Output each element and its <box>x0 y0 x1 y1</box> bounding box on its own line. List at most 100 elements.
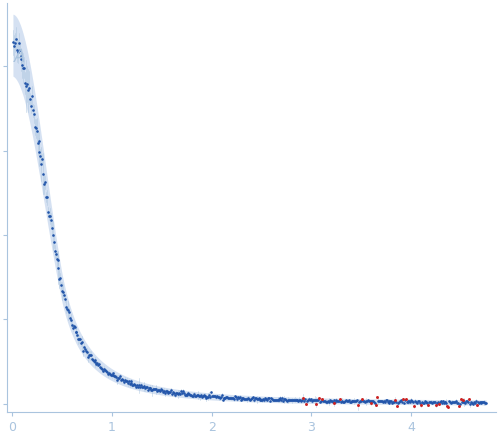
Point <box>125 378 133 385</box>
Point <box>481 399 489 406</box>
Point <box>54 264 62 271</box>
Point <box>53 257 61 264</box>
Point <box>294 397 302 404</box>
Point <box>348 398 356 405</box>
Point <box>190 390 198 397</box>
Point <box>399 396 407 403</box>
Point <box>398 398 406 405</box>
Point <box>335 398 343 405</box>
Point <box>305 395 313 402</box>
Point <box>434 399 442 406</box>
Point <box>396 398 404 405</box>
Point <box>279 397 287 404</box>
Point <box>223 393 231 400</box>
Point <box>376 397 384 404</box>
Point <box>210 393 218 400</box>
Point <box>330 399 338 406</box>
Point <box>183 390 191 397</box>
Point <box>380 398 388 405</box>
Point <box>75 336 83 343</box>
Point <box>59 288 67 295</box>
Point <box>310 397 318 404</box>
Point <box>17 53 25 60</box>
Point <box>38 156 46 163</box>
Point <box>351 398 359 405</box>
Point <box>418 399 426 406</box>
Point <box>195 392 203 399</box>
Point <box>19 65 27 72</box>
Point <box>357 398 365 405</box>
Point <box>188 392 196 399</box>
Point <box>51 251 59 258</box>
Point <box>343 397 351 404</box>
Point <box>244 394 252 401</box>
Point <box>419 399 427 406</box>
Point <box>226 394 234 401</box>
Point <box>251 394 259 401</box>
Point <box>372 401 380 408</box>
Point <box>236 393 244 400</box>
Point <box>383 397 391 404</box>
Point <box>199 392 207 399</box>
Point <box>393 402 401 409</box>
Point <box>207 389 215 396</box>
Point <box>136 384 144 391</box>
Point <box>373 394 381 401</box>
Point <box>455 402 463 409</box>
Point <box>322 398 330 405</box>
Point <box>290 396 298 403</box>
Point <box>22 83 30 90</box>
Point <box>358 395 366 402</box>
Point <box>367 400 375 407</box>
Point <box>444 403 452 410</box>
Point <box>405 398 413 405</box>
Point <box>247 395 255 402</box>
Point <box>213 392 221 399</box>
Point <box>463 398 471 405</box>
Point <box>250 397 258 404</box>
Point <box>388 399 396 406</box>
Point <box>150 385 158 392</box>
Point <box>384 398 392 405</box>
Point <box>333 398 341 405</box>
Point <box>436 399 444 406</box>
Point <box>133 382 141 388</box>
Point <box>424 399 432 406</box>
Point <box>189 392 197 399</box>
Point <box>140 383 148 390</box>
Point <box>9 39 17 46</box>
Point <box>355 398 363 405</box>
Point <box>122 377 130 384</box>
Point <box>367 398 375 405</box>
Point <box>427 398 435 405</box>
Point <box>300 398 308 405</box>
Point <box>331 398 339 405</box>
Point <box>476 399 484 406</box>
Point <box>112 374 120 381</box>
Point <box>316 398 324 405</box>
Point <box>477 400 485 407</box>
Point <box>40 181 48 188</box>
Point <box>238 395 246 402</box>
Point <box>229 394 237 401</box>
Point <box>172 390 180 397</box>
Point <box>366 398 374 405</box>
Point <box>437 398 445 405</box>
Point <box>94 361 102 368</box>
Point <box>411 398 419 405</box>
Point <box>15 46 23 53</box>
Point <box>171 392 179 399</box>
Point <box>259 395 267 402</box>
Point <box>449 399 457 406</box>
Point <box>89 357 97 364</box>
Point <box>425 399 433 406</box>
Point <box>254 395 262 402</box>
Point <box>349 398 357 405</box>
Point <box>312 401 320 408</box>
Point <box>268 395 276 402</box>
Point <box>185 391 193 398</box>
Point <box>402 395 410 402</box>
Point <box>415 397 423 404</box>
Point <box>344 397 352 404</box>
Point <box>124 380 132 387</box>
